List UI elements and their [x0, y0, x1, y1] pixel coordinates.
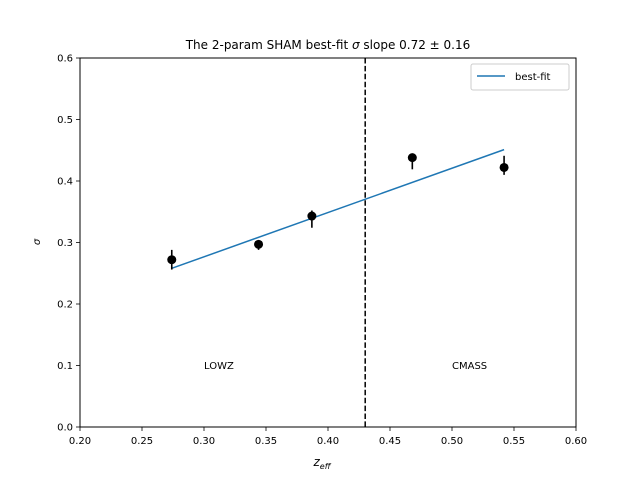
legend-label-best-fit: best-fit: [515, 72, 551, 83]
x-tick-label: 0.25: [131, 436, 153, 447]
x-tick-label: 0.35: [255, 436, 277, 447]
annotation-cmass: CMASS: [452, 361, 487, 372]
y-axis-label: σ: [32, 238, 43, 245]
y-tick-label: 0.1: [57, 361, 73, 372]
legend: best-fit: [470, 63, 570, 91]
axis-ticks: 0.20 0.25 0.30 0.35 0.40 0.45 0.50 0.55 0.60 0.0 0…: [57, 54, 587, 448]
x-tick-label: 0.50: [441, 436, 463, 447]
y-tick-label: 0.3: [57, 238, 73, 249]
data-point-3: [407, 153, 417, 163]
chart-title-symbol: σ: [352, 38, 360, 52]
x-axis-label: zeff: [312, 455, 331, 471]
data-marks: LOWZ CMASS: [167, 58, 509, 427]
x-axis-label-sub: eff: [320, 462, 332, 471]
data-point-2: [307, 211, 317, 221]
x-tick-label: 0.60: [565, 436, 587, 447]
y-tick-label: 0.2: [57, 300, 73, 311]
annotation-lowz: LOWZ: [204, 361, 234, 372]
data-point-1: [254, 239, 264, 249]
x-tick-label: 0.55: [503, 436, 525, 447]
x-tick-label: 0.20: [69, 436, 91, 447]
x-tick-label: 0.40: [317, 436, 339, 447]
data-point-0: [167, 255, 177, 265]
chart-title: The 2-param SHAM best-fit σ slope 0.72 ±…: [185, 38, 471, 52]
chart-title-suffix: slope 0.72 ± 0.16: [360, 38, 471, 52]
y-tick-label: 0.4: [57, 177, 73, 188]
legend-box: [470, 63, 570, 91]
y-tick-label: 0.0: [57, 423, 73, 434]
x-tick-label: 0.30: [193, 436, 215, 447]
y-tick-label: 0.6: [57, 54, 73, 65]
x-tick-label: 0.45: [379, 436, 401, 447]
data-point-4: [499, 162, 509, 172]
x-axis-label-main: z: [312, 455, 320, 469]
y-tick-label: 0.5: [57, 115, 73, 126]
best-fit-line: [171, 148, 505, 270]
chart-title-prefix: The 2-param SHAM best-fit: [185, 38, 352, 52]
